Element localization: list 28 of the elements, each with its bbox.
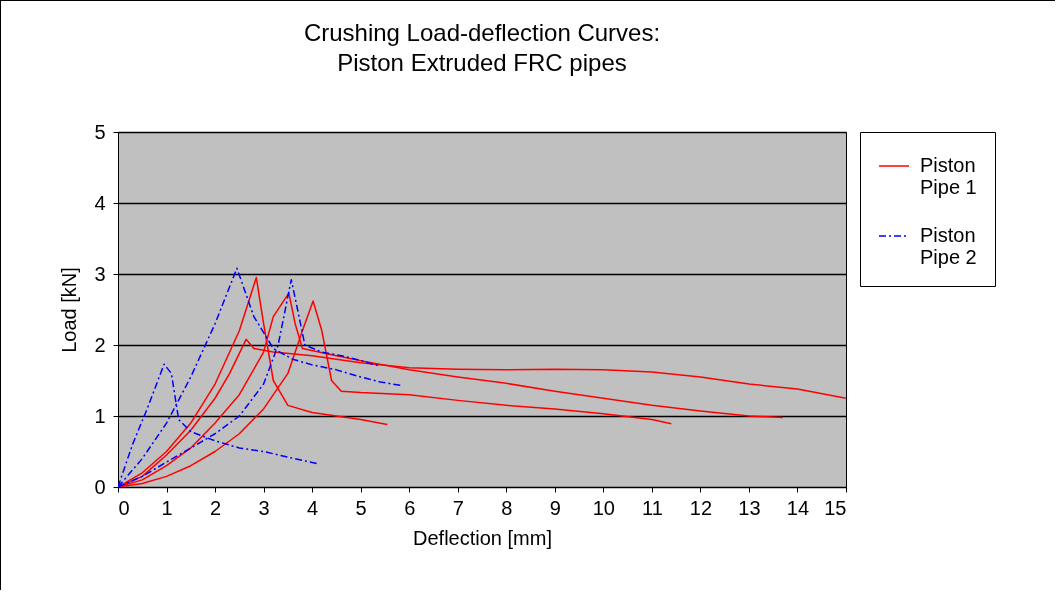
x-tick-label: 8 (501, 496, 513, 519)
x-tick-label: 12 (689, 496, 713, 519)
chart-title: Crushing Load-deflection Curves: (303, 19, 661, 46)
x-tick-label: 5 (355, 496, 367, 519)
x-tick-label: 2 (210, 496, 222, 519)
y-tick-label: 2 (94, 333, 106, 356)
x-tick-label: 14 (786, 496, 810, 519)
x-tick-label: 3 (258, 496, 270, 519)
y-axis-title: Load [kN] (58, 267, 81, 353)
chart-subtitle: Piston Extruded FRC pipes (337, 49, 627, 76)
x-tick-label: 9 (549, 496, 561, 519)
legend-label: Piston Pipe 2 (920, 224, 977, 268)
x-tick-label: 0 (118, 496, 130, 519)
legend-label: Piston Pipe 1 (920, 154, 977, 198)
y-tick-label: 1 (94, 404, 106, 427)
x-tick-label: 6 (404, 496, 416, 519)
x-tick-label: 7 (452, 496, 464, 519)
y-tick-label: 4 (94, 191, 106, 214)
x-tick-label: 1 (161, 496, 173, 519)
x-tick-label: 10 (592, 496, 615, 519)
y-tick-label: 5 (94, 120, 106, 143)
y-tick-label: 0 (94, 475, 106, 498)
x-tick-label: 13 (738, 496, 761, 519)
y-tick-label: 3 (94, 262, 106, 285)
x-axis-title: Deflection [mm] (413, 526, 552, 549)
x-tick-label: 4 (307, 496, 319, 519)
x-tick-label: 15 (824, 496, 847, 519)
x-tick-label: 11 (641, 496, 663, 519)
